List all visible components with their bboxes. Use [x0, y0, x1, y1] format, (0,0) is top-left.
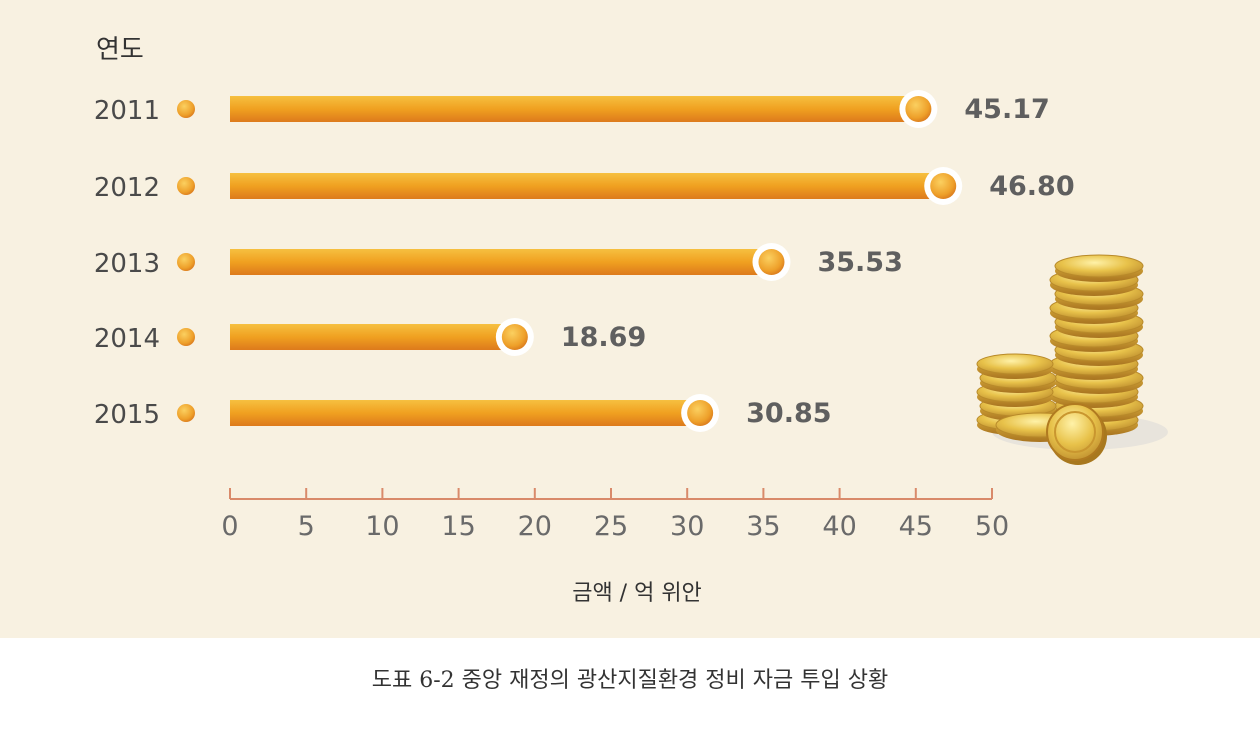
value-label: 30.85 — [746, 398, 831, 429]
x-tick-label: 10 — [365, 511, 399, 542]
bar-end-marker — [501, 324, 528, 350]
x-tick-label: 25 — [594, 511, 628, 542]
x-tick-label: 35 — [746, 511, 780, 542]
value-label: 18.69 — [561, 322, 646, 353]
gold-coins-icon — [976, 254, 1168, 465]
category-label: 2014 — [94, 324, 160, 354]
bars-group: 2011 45.17 2012 46.80 2013 35.53 2014 18.69 2015… — [94, 90, 1075, 432]
category-dot-icon — [177, 177, 195, 195]
category-dot-icon — [177, 328, 195, 346]
bar — [230, 400, 701, 426]
x-tick-label: 40 — [822, 511, 856, 542]
category-label: 2011 — [94, 96, 160, 126]
x-tick-label: 30 — [670, 511, 704, 542]
category-label: 2015 — [94, 400, 160, 430]
bar — [230, 324, 515, 350]
x-tick-label: 20 — [518, 511, 552, 542]
category-dot-icon — [177, 253, 195, 271]
value-label: 35.53 — [817, 247, 902, 278]
bar — [230, 96, 919, 122]
category-dot-icon — [177, 100, 195, 118]
figure-caption: 도표 6-2 중앙 재정의 광산지질환경 정비 자금 투입 상황 — [371, 668, 889, 693]
category-label: 2013 — [94, 249, 160, 279]
x-axis: 0 5 10 15 20 25 30 35 40 45 50 — [221, 488, 1009, 542]
value-label: 46.80 — [989, 171, 1074, 202]
x-tick-label: 0 — [221, 511, 238, 542]
x-axis-title: 금액 / 억 위안 — [572, 581, 702, 606]
bar-end-marker — [905, 96, 932, 122]
x-tick-label: 5 — [298, 511, 315, 542]
x-tick-label: 50 — [975, 511, 1009, 542]
bar-end-marker — [930, 173, 957, 199]
x-tick-label: 15 — [441, 511, 475, 542]
bar — [230, 173, 944, 199]
x-tick-label: 45 — [899, 511, 933, 542]
bar — [230, 249, 772, 275]
category-dot-icon — [177, 404, 195, 422]
category-label: 2012 — [94, 173, 160, 203]
bar-end-marker — [687, 400, 714, 426]
bar-end-marker — [758, 249, 785, 275]
y-axis-title: 연도 — [96, 35, 144, 65]
value-label: 45.17 — [964, 94, 1049, 125]
